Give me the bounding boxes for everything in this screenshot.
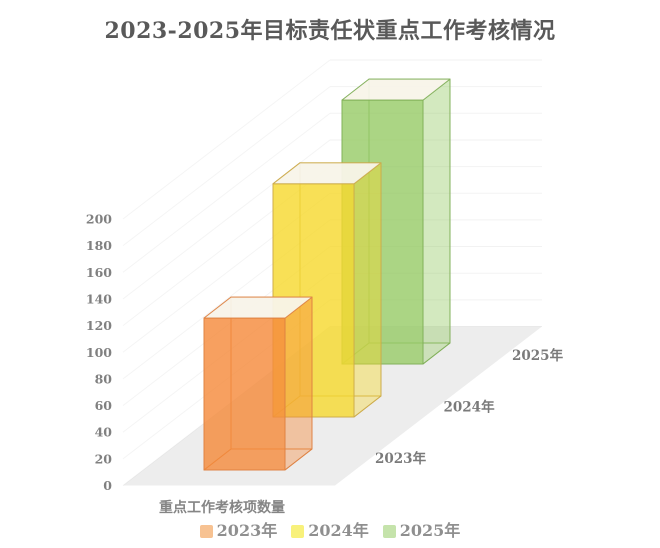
y-tick-label: 40 <box>95 425 113 440</box>
y-tick-label: 160 <box>86 265 112 280</box>
legend-label: 2025年 <box>399 521 461 540</box>
legend-label: 2024年 <box>308 521 369 540</box>
y-tick-label: 140 <box>86 291 112 306</box>
bar-face <box>203 317 286 471</box>
legend-swatch <box>199 524 213 538</box>
z-axis-label-2025年: 2025年 <box>512 347 564 364</box>
z-axis-label-2023年: 2023年 <box>375 450 427 467</box>
grid-line-depth <box>122 112 331 273</box>
legend-swatch <box>382 524 396 538</box>
bar-face <box>272 183 355 418</box>
x-axis-label: 重点工作考核项数量 <box>159 500 285 516</box>
bar-2024年[interactable] <box>272 162 382 418</box>
legend-item-2023年[interactable]: 2023年 <box>199 521 278 540</box>
legend-swatch <box>291 524 305 538</box>
y-tick-label: 120 <box>86 318 112 333</box>
bar-2023年[interactable] <box>203 296 313 471</box>
z-axis-label-2024年: 2024年 <box>444 399 496 416</box>
y-tick-label: 180 <box>86 238 112 253</box>
legend-label: 2023年 <box>216 521 278 540</box>
grid-line-depth <box>122 59 331 220</box>
legend-item-2024年[interactable]: 2024年 <box>291 523 369 539</box>
bar-face <box>284 296 313 471</box>
y-tick-label: 100 <box>86 345 112 360</box>
y-tick-label: 200 <box>86 212 112 227</box>
y-tick-label: 80 <box>95 371 113 386</box>
y-tick-label: 60 <box>95 398 113 413</box>
chart-title: 2023-2025年目标责任状重点工作考核情况 <box>104 18 556 44</box>
grid-line-depth <box>122 86 331 247</box>
bar-face <box>422 78 451 365</box>
y-tick-label: 20 <box>95 451 113 466</box>
legend-item-2025年[interactable]: 2025年 <box>382 521 461 540</box>
bar-face <box>353 162 382 418</box>
y-tick-label: 0 <box>103 478 112 493</box>
legend: 2023年 2024年 2025年 <box>0 523 660 539</box>
